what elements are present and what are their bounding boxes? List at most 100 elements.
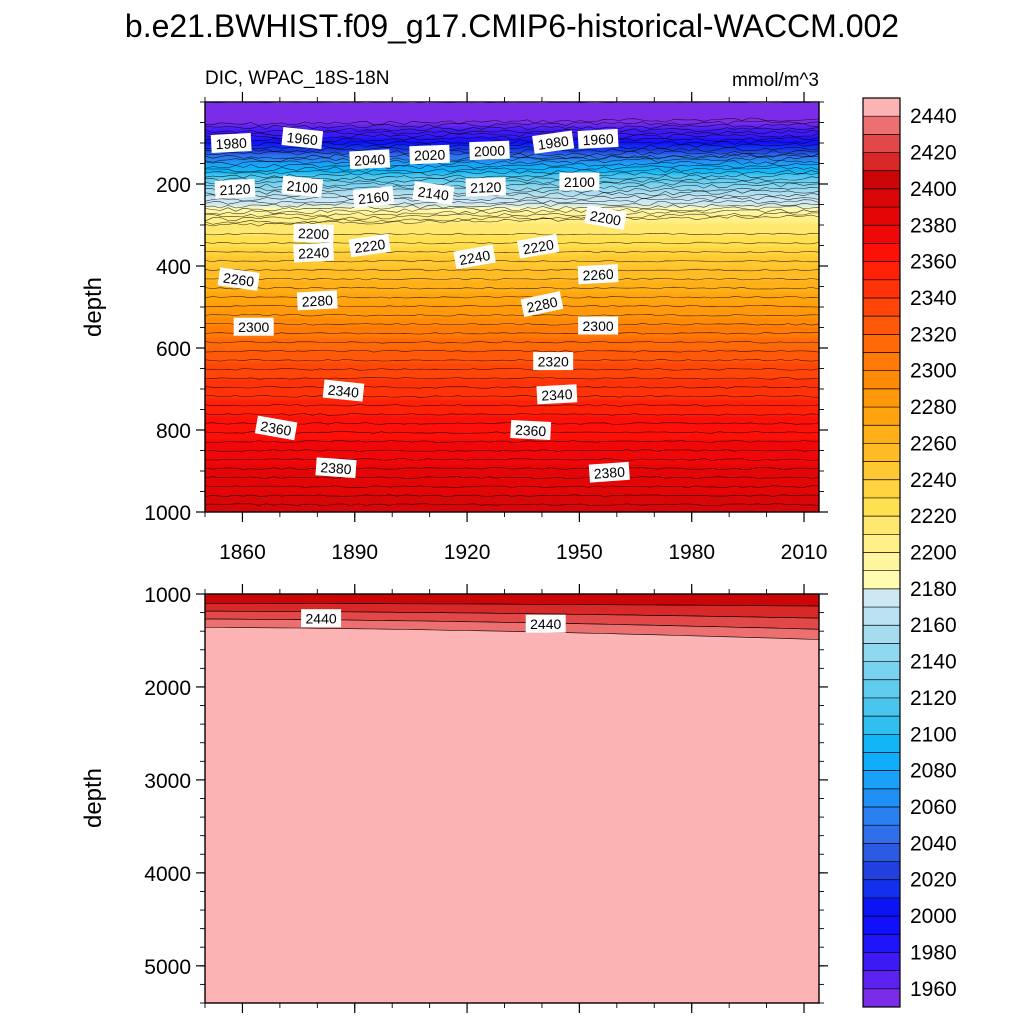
contour-line (205, 214, 819, 227)
colorbar-frame (862, 97, 901, 1008)
colorbar-swatch (863, 225, 900, 244)
contour-label-text: 2160 (357, 188, 390, 207)
bottom-y-axis-label: depth (80, 768, 107, 828)
colorbar-swatch (863, 734, 900, 753)
contour-label-text: 2020 (414, 146, 446, 163)
contour-line (205, 205, 819, 218)
colorbar-swatch (863, 243, 900, 263)
colorbar-swatch (863, 334, 900, 353)
contour-line (205, 192, 819, 205)
colorbar-swatch (863, 152, 900, 172)
colorbar-tick-label: 2440 (910, 105, 957, 128)
contour-label-text: 2100 (286, 177, 319, 196)
colorbar-tick-label: 2100 (910, 723, 957, 746)
contour-label-box (233, 317, 274, 336)
y-tick-label: 600 (156, 338, 191, 361)
colorbar-tick-label: 1960 (910, 978, 957, 1001)
colorbar-swatch (863, 170, 900, 190)
contour-line (205, 117, 819, 126)
colorbar-swatch (863, 116, 900, 135)
contour-line (205, 189, 819, 202)
colorbar-swatch (863, 134, 900, 153)
y-tick-label: 1000 (144, 502, 191, 525)
contour-label-text: 1980 (215, 135, 247, 153)
contour-label-box (469, 140, 510, 161)
contour-label-box (293, 223, 334, 243)
x-tick-label: 1950 (556, 541, 603, 564)
contour-label: 2100 (281, 175, 324, 198)
contour-label-text: 1960 (286, 129, 319, 148)
colorbar-tick-label: 2340 (910, 287, 957, 310)
top-y-axis-label: depth (80, 277, 107, 337)
contour-label: 2280 (296, 290, 338, 311)
contour-line (205, 152, 819, 166)
y-tick-label: 3000 (144, 770, 191, 793)
colorbar-swatch (863, 461, 900, 481)
contour-line (205, 395, 819, 398)
contour-label: 2340 (322, 379, 365, 402)
contour-label-box (296, 290, 338, 311)
contour-line (205, 494, 819, 497)
top-field (205, 102, 819, 512)
contour-label-box (453, 244, 496, 270)
colorbar-tick-label: 2260 (910, 432, 957, 455)
contour-label-box (516, 233, 560, 259)
contour-label-text: 2120 (219, 181, 251, 199)
colorbar: 1960 1980 2000 2020 2040 2060 2080 2100 2120 2140… (862, 97, 957, 1008)
colorbar-swatch (863, 207, 900, 226)
contour-label-box (577, 264, 619, 285)
contour-label-box (214, 178, 256, 199)
contour-line (205, 341, 819, 344)
contour-label: 1980 (532, 130, 575, 154)
contour-label-box (559, 172, 600, 191)
contour-line (205, 163, 819, 175)
colorbar-swatch (863, 934, 900, 953)
x-tick-label: 1980 (668, 541, 715, 564)
contour-label-text: 2000 (474, 142, 506, 159)
contour-line (205, 202, 819, 215)
contour-label-text: 2380 (593, 464, 625, 482)
contour-label-box (254, 415, 298, 441)
colorbar-swatch (863, 697, 900, 717)
colorbar-swatch (863, 497, 900, 517)
colorbar-tick-label: 2400 (910, 178, 957, 201)
bottom-axes: 1000 2000 3000 4000 5000 (144, 584, 828, 1013)
bottom-bands (205, 594, 819, 640)
contour-line (205, 268, 819, 272)
contour-label-text: 1960 (582, 131, 614, 149)
colorbar-tick-label: 2040 (910, 832, 957, 855)
panel-subtitle: DIC, WPAC_18S-18N (205, 68, 389, 89)
colorbar-swatch (863, 625, 900, 644)
contour-label: 2380 (588, 461, 630, 483)
contour-label-box (349, 149, 391, 170)
contour-label-text: 2280 (525, 293, 559, 315)
x-tick-label: 1890 (331, 541, 378, 564)
contour-label-box (210, 132, 252, 154)
colorbar-swatch (863, 570, 900, 590)
colorbar-tick-label: 2120 (910, 687, 957, 710)
contour-label-box (217, 267, 260, 291)
contour-line (205, 503, 819, 506)
contour-label-text: 2140 (417, 183, 450, 203)
colorbar-swatch (863, 188, 900, 208)
depth-band (205, 618, 819, 640)
colorbar-swatch (863, 916, 900, 935)
contour-line (205, 458, 819, 461)
contour-line (205, 166, 819, 179)
colorbar-swatch (863, 752, 900, 772)
colorbar-swatch (863, 861, 900, 881)
contour-line (205, 156, 819, 169)
colorbar-swatch (863, 552, 900, 572)
colorbar-swatch (863, 588, 900, 608)
colorbar-swatch (863, 297, 900, 317)
contour-label-text: 2220 (522, 236, 556, 257)
contour-label-text: 2440 (306, 611, 337, 627)
colorbar-tick-label: 2160 (910, 614, 957, 637)
contour-label-box (293, 242, 335, 263)
colorbar-swatch (863, 661, 900, 681)
colorbar-tick-label: 2140 (910, 651, 957, 674)
colorbar-swatch (863, 443, 900, 462)
contour-label: 2200 (584, 205, 627, 230)
contour-label: 2260 (217, 267, 260, 291)
contour-label-box (281, 127, 324, 150)
